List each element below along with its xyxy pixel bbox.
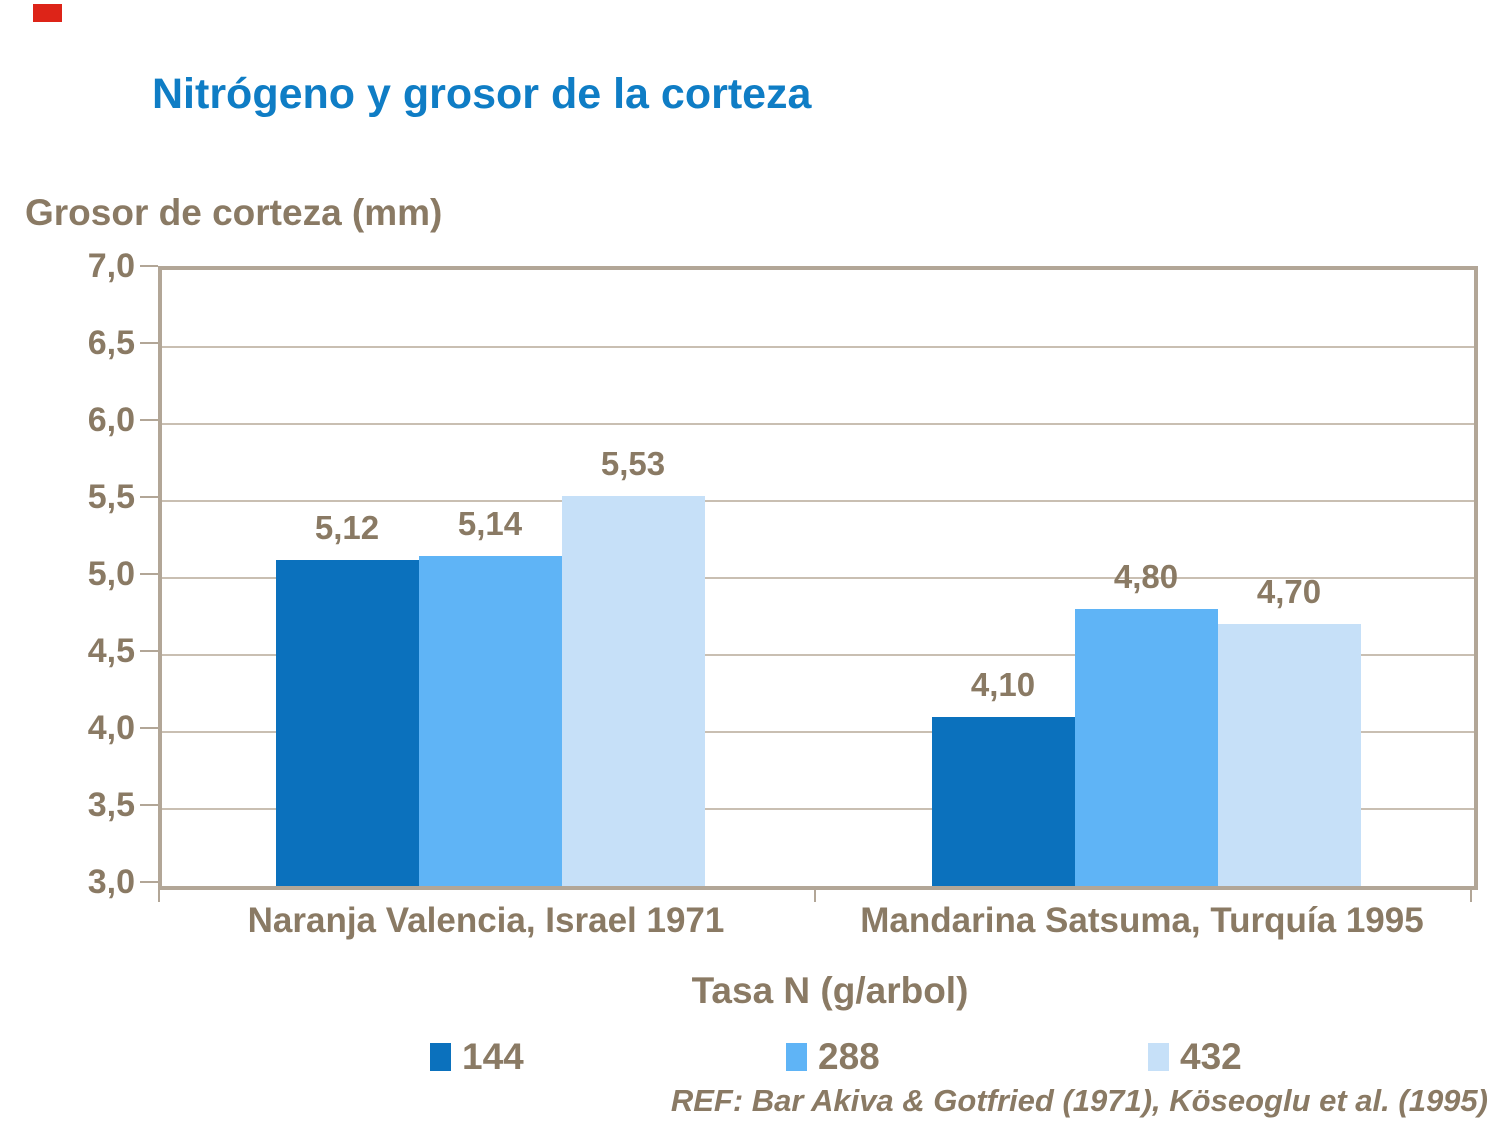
legend-swatch bbox=[786, 1043, 807, 1071]
bar-144-1 bbox=[275, 559, 419, 886]
category-label: Naranja Valencia, Israel 1971 bbox=[247, 901, 725, 940]
gridline bbox=[162, 423, 1474, 425]
y-axis-title: Grosor de corteza (mm) bbox=[25, 192, 443, 233]
y-tick-mark bbox=[140, 727, 158, 729]
bar-432-1 bbox=[561, 496, 705, 886]
gridline bbox=[162, 654, 1474, 656]
y-tick-label: 5,0 bbox=[87, 555, 135, 593]
y-tick-label: 6,0 bbox=[87, 401, 135, 439]
legend-label: 288 bbox=[818, 1036, 880, 1077]
x-tick-mark bbox=[814, 886, 816, 902]
gridline bbox=[162, 808, 1474, 810]
y-tick-mark bbox=[140, 342, 158, 344]
legend-item-432: 432 bbox=[1148, 1036, 1242, 1077]
bar-432-2 bbox=[1217, 624, 1361, 886]
y-tick-label: 3,0 bbox=[87, 863, 135, 901]
category-label: Mandarina Satsuma, Turquía 1995 bbox=[860, 901, 1424, 940]
gridline bbox=[162, 500, 1474, 502]
y-tick-label: 3,5 bbox=[87, 786, 135, 824]
y-tick-label: 4,5 bbox=[87, 632, 135, 670]
bar-value-label: 4,80 bbox=[1113, 557, 1179, 595]
y-tick-label: 5,5 bbox=[87, 478, 135, 516]
y-tick-mark bbox=[140, 650, 158, 652]
category-axis-labels: Naranja Valencia, Israel 1971 Mandarina S… bbox=[158, 901, 1470, 941]
y-tick-label: 4,0 bbox=[87, 709, 135, 747]
y-tick-mark bbox=[140, 419, 158, 421]
legend-item-144: 144 bbox=[430, 1036, 524, 1077]
legend-swatch bbox=[1148, 1043, 1169, 1071]
x-tick-mark bbox=[1470, 886, 1472, 902]
bar-288-2 bbox=[1074, 608, 1218, 886]
plot-area: 5,12 5,14 5,53 4,10 4,80 4,70 bbox=[158, 266, 1478, 890]
y-tick-label: 7,0 bbox=[87, 247, 135, 285]
y-tick-mark bbox=[140, 496, 158, 498]
bar-144-2 bbox=[931, 716, 1075, 886]
x-axis-title: Tasa N (g/arbol) bbox=[691, 970, 969, 1011]
x-tick-mark bbox=[158, 886, 160, 902]
y-tick-mark bbox=[140, 573, 158, 575]
bar-value-label: 4,70 bbox=[1256, 573, 1322, 611]
y-tick-mark bbox=[140, 881, 158, 883]
legend-item-288: 288 bbox=[786, 1036, 880, 1077]
red-corner-mark bbox=[33, 4, 62, 22]
y-tick-label: 6,5 bbox=[87, 324, 135, 362]
y-tick-mark bbox=[140, 265, 158, 267]
chart-title: Nitrógeno y grosor de la corteza bbox=[152, 70, 812, 118]
reference-citation: REF: Bar Akiva & Gotfried (1971), Köseog… bbox=[670, 1083, 1488, 1118]
bar-value-label: 5,12 bbox=[314, 508, 380, 546]
legend-swatch bbox=[430, 1043, 451, 1071]
gridline bbox=[162, 731, 1474, 733]
y-tick-mark bbox=[140, 804, 158, 806]
bar-value-label: 4,10 bbox=[970, 665, 1036, 703]
y-axis-tick-labels: 3,0 3,5 4,0 4,5 5,0 5,5 6,0 6,5 7,0 bbox=[20, 247, 135, 901]
bar-value-label: 5,53 bbox=[600, 445, 666, 483]
legend-label: 432 bbox=[1180, 1036, 1242, 1077]
gridline bbox=[162, 346, 1474, 348]
bar-value-label: 5,14 bbox=[457, 505, 523, 543]
gridline bbox=[162, 577, 1474, 579]
legend-label: 144 bbox=[462, 1036, 524, 1077]
bar-288-1 bbox=[418, 556, 562, 886]
